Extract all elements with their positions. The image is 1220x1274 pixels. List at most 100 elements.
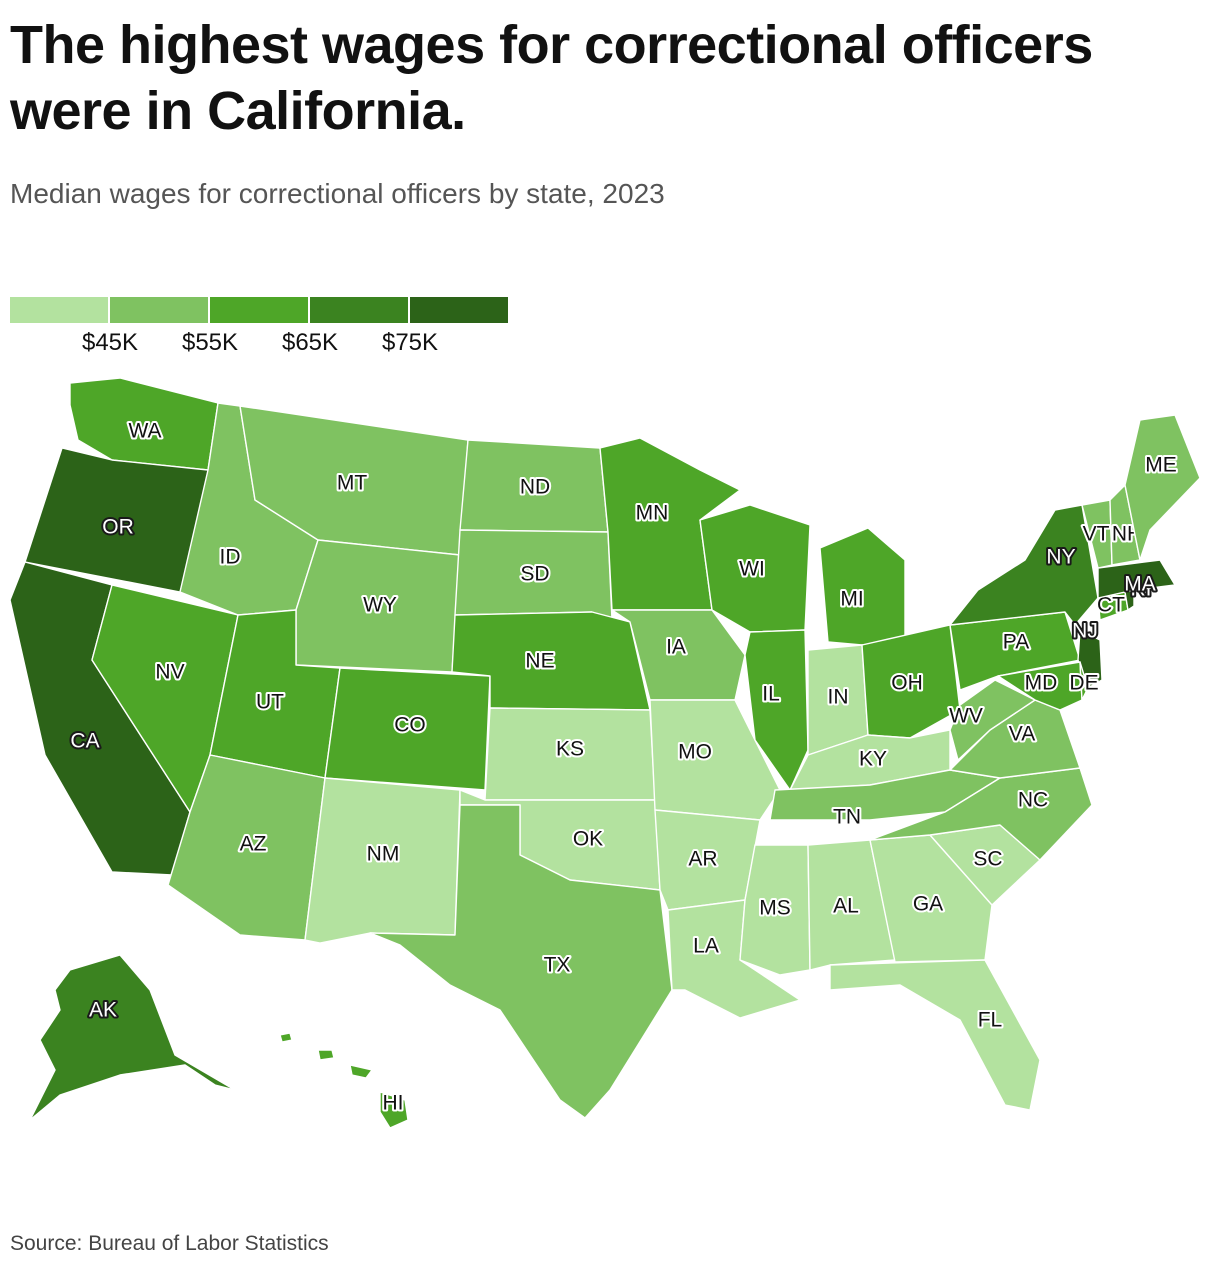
state-ct: CT: [1095, 591, 1129, 621]
state-label-az: AZ: [240, 833, 267, 856]
state-label-id: ID: [220, 546, 241, 569]
state-label-ma: MA: [1124, 573, 1156, 596]
state-shape-hi: [279, 1032, 409, 1129]
state-label-in: IN: [828, 686, 849, 709]
state-label-al: AL: [833, 895, 859, 918]
color-legend: $45K $55K $65K $75K: [10, 297, 510, 367]
legend-swatch-4: [410, 297, 508, 323]
state-label-ar: AR: [688, 848, 717, 871]
state-md: MD: [997, 661, 1083, 711]
state-wy: WY: [295, 539, 461, 673]
legend-labels: $45K $55K $65K $75K: [10, 323, 510, 363]
state-ak: AK: [29, 954, 236, 1121]
state-tx: TX: [369, 804, 673, 1119]
state-shape-wy: [295, 539, 461, 673]
state-label-hi: HI: [383, 1092, 404, 1115]
state-label-wv: WV: [949, 705, 983, 728]
state-label-wa: WA: [128, 420, 161, 443]
state-label-il: IL: [762, 683, 780, 706]
state-label-ut: UT: [256, 691, 284, 714]
state-wv: WV: [947, 679, 1036, 761]
state-label-nv: NV: [155, 661, 184, 684]
state-co: CO: [324, 667, 491, 791]
legend-label: $65K: [281, 329, 339, 356]
state-mt: MT: [239, 405, 469, 556]
state-mi: MI: [819, 527, 906, 646]
state-ny: NY: [949, 504, 1099, 626]
state-nd: ND: [459, 439, 609, 533]
state-label-va: VA: [1009, 723, 1035, 746]
state-shape-ma: [1097, 559, 1176, 599]
state-label-ks: KS: [556, 738, 584, 761]
state-label-mt: MT: [337, 472, 367, 495]
state-label-nc: NC: [1018, 789, 1048, 812]
state-va: VA: [949, 699, 1081, 779]
state-ar: AR: [654, 809, 761, 911]
state-nj: NJ: [1070, 618, 1103, 689]
state-shape-oh: [861, 624, 961, 739]
state-label-ct: CT: [1097, 594, 1125, 617]
state-label-fl: FL: [978, 1009, 1003, 1032]
state-label-sc: SC: [973, 848, 1002, 871]
state-label-mi: MI: [840, 588, 863, 611]
page-title: The highest wages for correctional offic…: [10, 15, 1093, 141]
legend-swatch-3: [310, 297, 408, 323]
state-shape-md: [997, 661, 1083, 711]
state-ks: KS: [484, 707, 656, 801]
state-shape-al: [807, 839, 896, 971]
state-label-vt: VT: [1083, 523, 1110, 546]
state-de: DE: [1067, 661, 1101, 701]
legend-color-scale: [10, 297, 510, 323]
state-ky: KY: [789, 729, 951, 791]
legend-label: $75K: [381, 329, 439, 356]
state-shape-de: [1079, 661, 1089, 701]
state-shape-ak: [29, 954, 236, 1121]
legend-swatch-1: [110, 297, 208, 323]
state-label-nd: ND: [520, 476, 550, 499]
state-shape-me: [1124, 414, 1201, 561]
state-label-or: OR: [102, 516, 134, 539]
legend-label: $55K: [181, 329, 239, 356]
state-shape-tx: [369, 804, 673, 1119]
state-label-sd: SD: [520, 563, 549, 586]
state-nm: NM: [304, 777, 461, 944]
state-label-ky: KY: [859, 748, 887, 771]
source-note: Source: Bureau of Labor Statistics: [10, 1232, 329, 1255]
state-label-md: MD: [1025, 672, 1058, 695]
state-label-tn: TN: [833, 806, 861, 829]
state-me: ME: [1124, 414, 1201, 561]
state-label-nj: NJ: [1072, 620, 1098, 643]
state-label-oh: OH: [891, 672, 923, 695]
state-label-ia: IA: [666, 636, 686, 659]
state-la: LA: [667, 899, 801, 1019]
state-hi: HI: [279, 1032, 409, 1129]
state-sd: SD: [454, 529, 613, 621]
state-shape-fl: [829, 959, 1041, 1111]
state-mn: MN: [599, 437, 741, 611]
state-fl: FL: [829, 959, 1041, 1111]
state-or: OR: [24, 447, 211, 593]
state-label-de: DE: [1069, 672, 1098, 695]
legend-label: $45K: [81, 329, 139, 356]
state-tn: TN: [769, 769, 1001, 831]
state-label-mo: MO: [678, 741, 712, 764]
state-label-ga: GA: [913, 893, 943, 916]
state-sc: SC: [929, 824, 1041, 906]
state-label-pa: PA: [1003, 631, 1029, 654]
page-subtitle: Median wages for correctional officers b…: [10, 178, 665, 209]
state-label-wi: WI: [739, 558, 765, 581]
state-label-me: ME: [1145, 454, 1177, 477]
state-shape-ny: [949, 504, 1099, 626]
state-ms: MS: [739, 844, 811, 976]
state-label-ms: MS: [759, 897, 791, 920]
state-oh: OH: [861, 624, 961, 739]
state-az: AZ: [167, 754, 326, 941]
state-label-nm: NM: [367, 843, 400, 866]
state-al: AL: [807, 839, 896, 971]
us-map-svg: WA OR CA NV ID MT WY UT AZ CO NM ND SD NE KS OK TX MN IA MO…: [9, 377, 1201, 1129]
state-label-tx: TX: [544, 954, 571, 977]
legend-swatch-2: [210, 297, 308, 323]
state-wi: WI: [699, 504, 811, 633]
legend-swatch-0: [10, 297, 108, 323]
state-label-ca: CA: [70, 730, 99, 753]
